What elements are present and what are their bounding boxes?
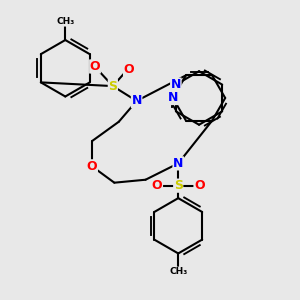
Text: N: N [173, 157, 183, 170]
Text: O: O [87, 160, 98, 173]
Text: N: N [131, 94, 142, 107]
Text: O: O [194, 179, 205, 192]
Text: S: S [108, 80, 117, 93]
Text: O: O [152, 179, 162, 192]
Text: O: O [124, 63, 134, 76]
Text: CH₃: CH₃ [56, 17, 74, 26]
Text: N: N [171, 78, 181, 91]
Text: N: N [168, 92, 178, 104]
Text: CH₃: CH₃ [169, 267, 188, 276]
Text: O: O [90, 60, 100, 73]
Text: S: S [174, 179, 183, 192]
